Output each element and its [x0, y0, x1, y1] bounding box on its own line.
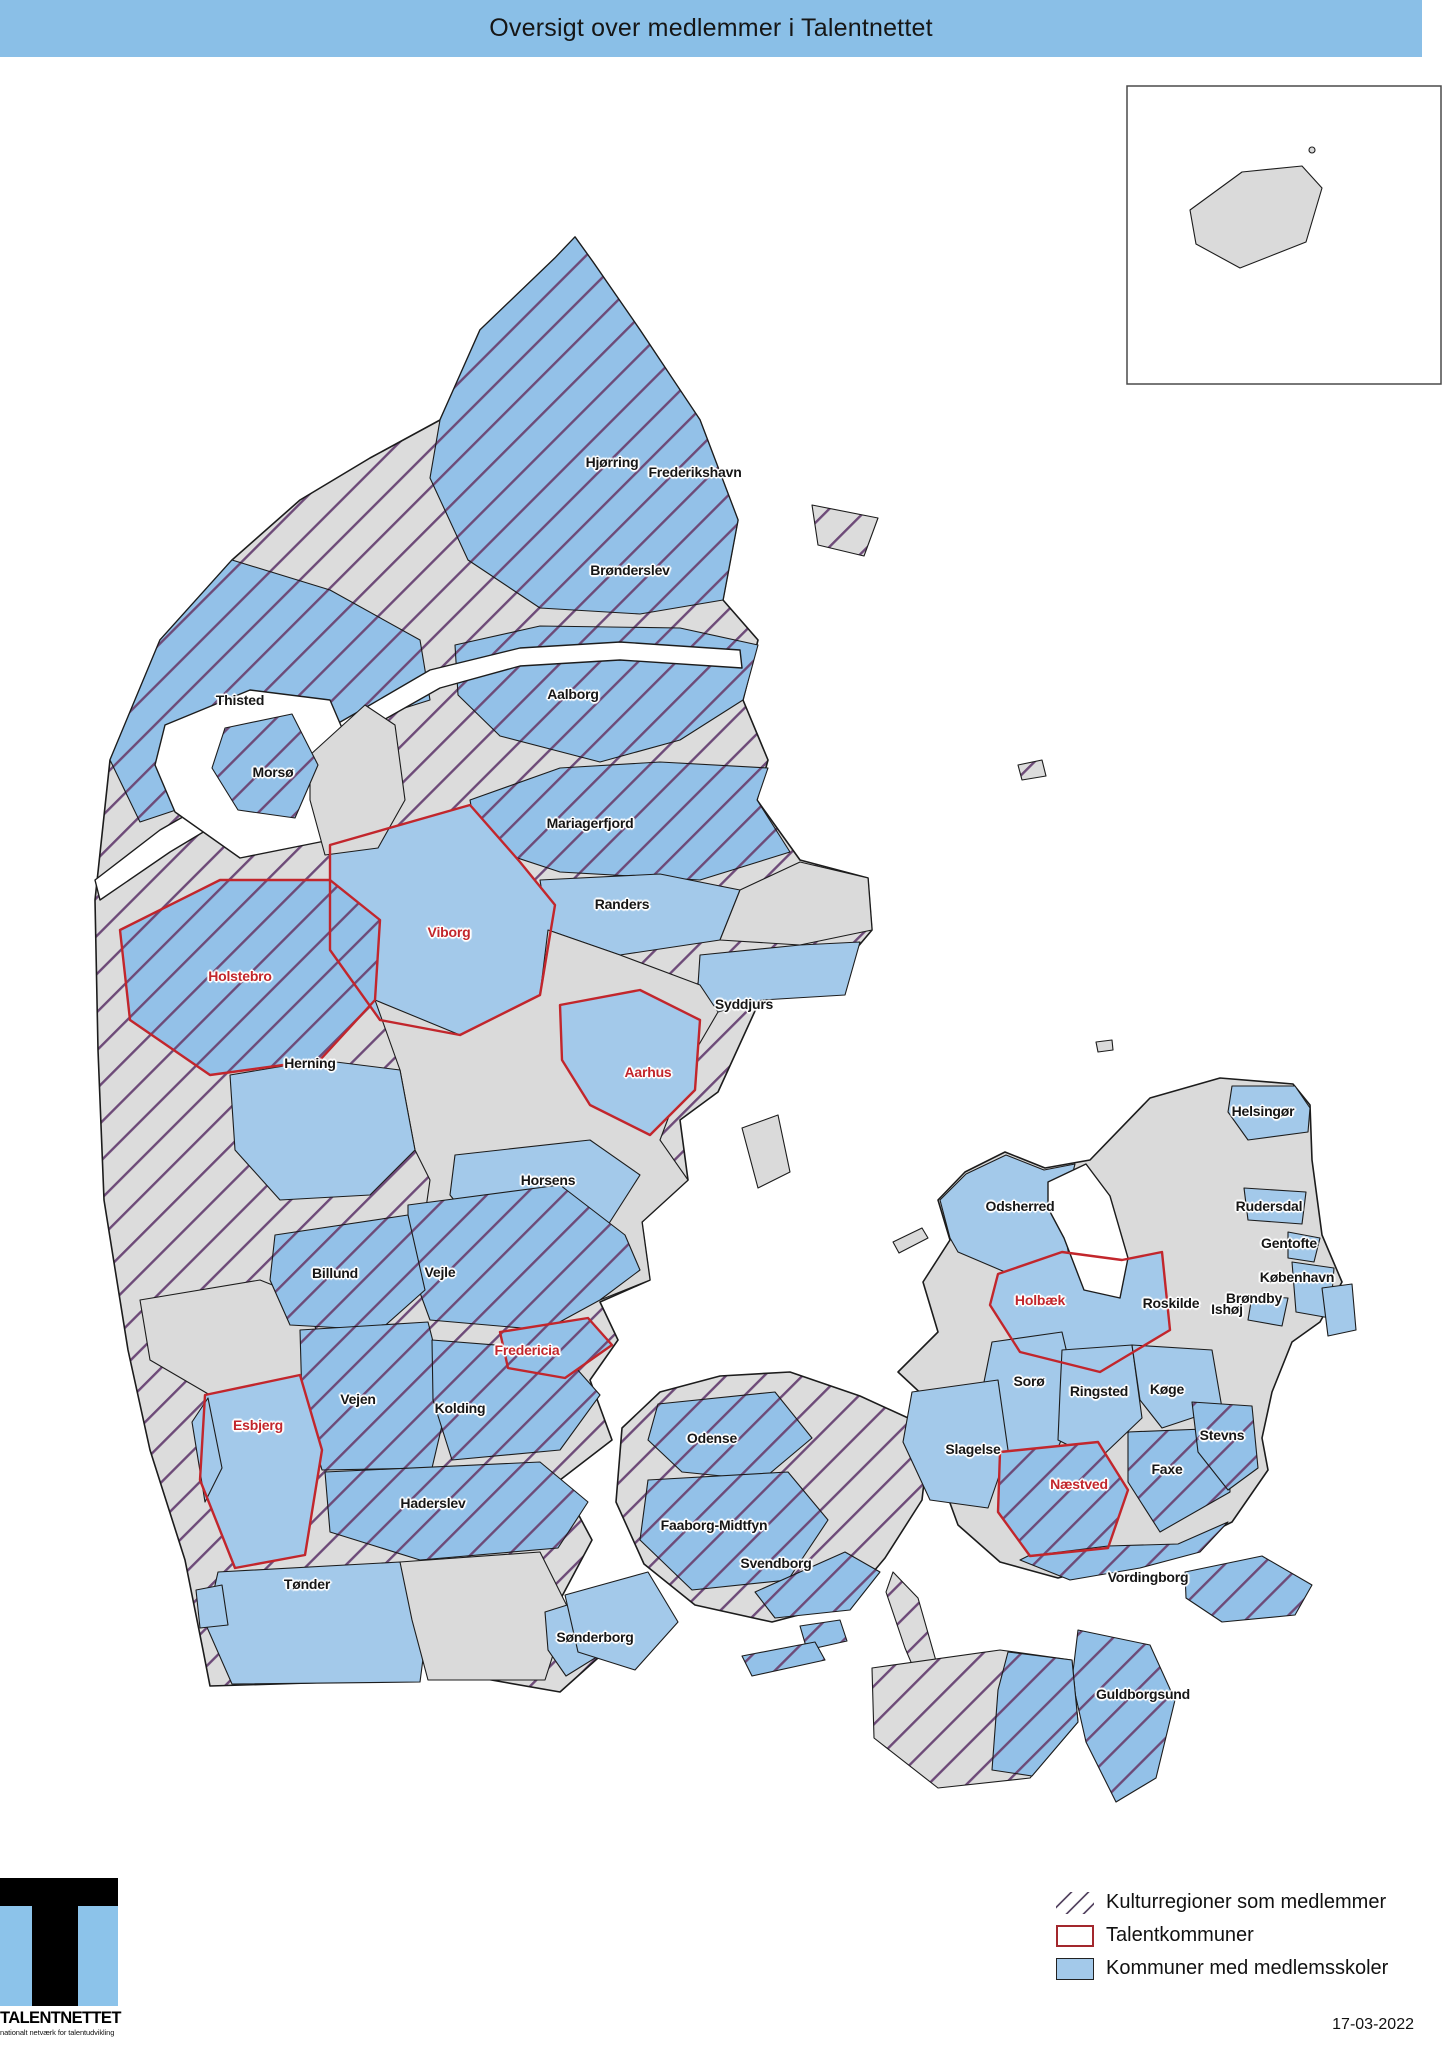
- legend-label: Kommuner med medlemsskoler: [1106, 1957, 1389, 1979]
- page-title: Oversigt over medlemmer i Talentnettet: [489, 14, 933, 42]
- island-hesseloe: [1095, 1039, 1114, 1053]
- legend-label: Kulturregioner som medlemmer: [1106, 1891, 1387, 1913]
- island-samsoe: [741, 1114, 791, 1189]
- legend-row-talentkommuner: Talentkommuner: [1056, 1919, 1388, 1952]
- talentnettet-t-icon: [0, 1878, 118, 2006]
- outline-naestved: [996, 1440, 1130, 1558]
- island-christiansoe: [1308, 146, 1316, 154]
- map-legend: Kulturregioner som medlemmer Talentkommu…: [1056, 1886, 1388, 1985]
- region-haderslev: [324, 1461, 589, 1561]
- region-stevns: [1191, 1401, 1259, 1491]
- legend-label: Talentkommuner: [1106, 1924, 1254, 1946]
- region-salling: [309, 704, 406, 856]
- region-vendsyssel: [429, 236, 739, 615]
- title-bar: Oversigt over medlemmer i Talentnettet: [0, 0, 1422, 57]
- island-aeroe: [741, 1641, 826, 1677]
- region-mariagerfjord: [469, 761, 791, 881]
- island-sejeroe: [892, 1227, 929, 1254]
- region-odsherred: [939, 1154, 1076, 1273]
- region-aabenraa: [399, 1551, 569, 1681]
- island-moen: [1184, 1555, 1313, 1623]
- logo-tagline: nationalt netværk for talentudvikling: [0, 2028, 115, 2037]
- logo-t-bar: [0, 1878, 118, 1906]
- island-falster: [1071, 1629, 1176, 1803]
- island-bornholm: [1189, 165, 1323, 269]
- outline-viborg: [328, 803, 557, 1037]
- blue-fill-swatch-icon: [1056, 1957, 1094, 1980]
- region-slagelse: [902, 1379, 1009, 1509]
- outline-holstebro: [118, 878, 382, 1077]
- region-toender: [205, 1561, 429, 1685]
- region-gentofte: [1287, 1231, 1321, 1263]
- island-als: [564, 1571, 679, 1671]
- region-lolland-east: [991, 1651, 1079, 1777]
- region-vordingborg: [1019, 1521, 1229, 1581]
- legend-row-kulturregioner: Kulturregioner som medlemmer: [1056, 1886, 1388, 1919]
- island-roemoe: [195, 1584, 229, 1629]
- outline-holbaek: [988, 1250, 1172, 1374]
- legend-row-medlemsskoler: Kommuner med medlemsskoler: [1056, 1952, 1388, 1985]
- island-amager: [1321, 1283, 1357, 1337]
- region-morsoe: [211, 713, 319, 819]
- island-laesoe: [811, 504, 879, 557]
- region-helsingoer: [1227, 1085, 1311, 1141]
- talentkommune-outlines: [118, 803, 1172, 1570]
- date-stamp: 17-03-2022: [1332, 2016, 1414, 2033]
- region-norddjurs: [719, 861, 873, 946]
- outline-esbjerg: [198, 1373, 324, 1570]
- logo-t-stem: [32, 1906, 78, 2006]
- region-herning: [229, 1059, 416, 1201]
- region-rudersdal: [1243, 1187, 1307, 1225]
- talentnettet-logo: TALENTNETTET nationalt netværk for talen…: [0, 1878, 121, 2037]
- island-anholt: [1017, 759, 1047, 781]
- bornholm-inset: [1126, 85, 1442, 385]
- isefjord-water: [1047, 1163, 1129, 1299]
- region-broendby-ishoej: [1247, 1295, 1289, 1327]
- hatch-swatch-icon: [1056, 1891, 1094, 1914]
- outline-fredericia: [498, 1316, 614, 1380]
- region-svendborg: [754, 1551, 881, 1619]
- region-syddjurs: [697, 941, 861, 1013]
- outline-aarhus: [558, 988, 702, 1137]
- red-outline-swatch-icon: [1056, 1924, 1094, 1947]
- logo-name: TALENTNETTET: [0, 2009, 121, 2027]
